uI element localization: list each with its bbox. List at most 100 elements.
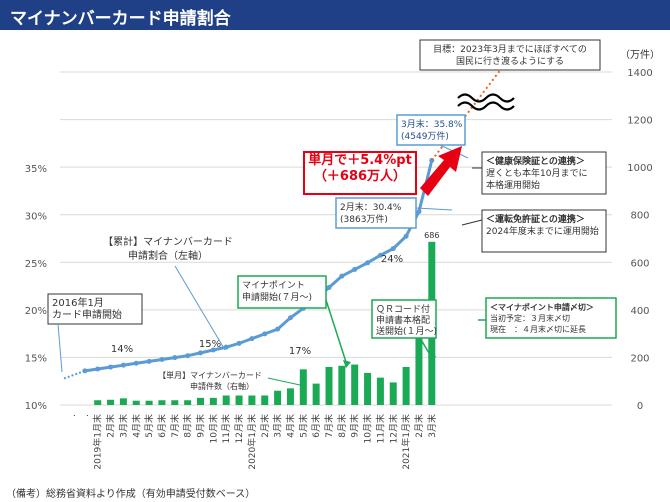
right-axis: 0 200 400 600 800 1000 1200 1400 xyxy=(627,68,652,412)
x-axis: .. 2019年1月末 2月末 3月末 4月末 5月末 6月末 7月末 8月末 9月末 10月末 11… xyxy=(68,414,438,470)
x-tick-label: 6月末 xyxy=(156,414,168,438)
annotation-text: 3月末：35.8% xyxy=(401,118,463,130)
x-tick-label: . xyxy=(68,414,78,417)
pct-label: 24% xyxy=(381,254,403,265)
x-tick-label: 2月末 xyxy=(105,414,117,438)
x-tick-label: 2020年1月末 xyxy=(246,414,258,470)
bar xyxy=(338,365,346,405)
x-tick-label: 5月末 xyxy=(143,414,155,438)
bar xyxy=(158,400,166,405)
line-point xyxy=(120,362,126,368)
annotation-text: 単月で＋5.4%pt xyxy=(308,152,412,168)
annotation-border xyxy=(419,39,601,71)
line-point xyxy=(262,331,268,337)
right-tick-label: 1400 xyxy=(627,68,652,79)
annotation-border xyxy=(371,299,437,339)
annotation-text: 申請書本格配 xyxy=(376,314,430,326)
bar xyxy=(107,399,115,405)
left-tick-label: 35% xyxy=(25,164,47,175)
annotation-border xyxy=(237,275,327,309)
cumulative-label: 【累計】マイナンバーカード xyxy=(103,235,233,248)
left-tick-label: 20% xyxy=(25,306,47,317)
bar xyxy=(402,366,410,405)
x-tick-label: 10月末 xyxy=(362,414,374,443)
bar xyxy=(132,400,140,405)
annotation-text: 目標：2023年3月までにほぼすべての xyxy=(433,43,587,55)
license-annotation: ＜運転免許証との連携＞2024年度末までに運用開始 xyxy=(481,209,607,253)
annotation-text: （＋686万人） xyxy=(314,168,406,184)
x-tick-label: 2月末 xyxy=(413,414,425,438)
page-title: マイナンバーカード申請割合 xyxy=(10,9,231,29)
jump-annotation: 単月で＋5.4%pt（＋686万人） xyxy=(303,151,417,195)
connector xyxy=(461,219,483,226)
line-point xyxy=(339,273,345,279)
line-series xyxy=(63,51,515,380)
line-point xyxy=(198,350,203,356)
line-point xyxy=(326,284,332,290)
bar xyxy=(389,382,397,405)
line-point xyxy=(133,360,139,366)
annotation-text: カード申請開始 xyxy=(52,308,122,321)
line-point xyxy=(210,347,216,353)
bar xyxy=(145,400,153,405)
x-tick-label: 12月末 xyxy=(233,414,245,443)
annotation-text: 送開始(１月～) xyxy=(376,325,437,337)
pct-label: 14% xyxy=(111,344,133,355)
right-axis-unit: （万件） xyxy=(620,49,660,61)
right-tick-label: 1200 xyxy=(627,116,652,127)
line-point xyxy=(172,355,178,361)
annotation-text: ＱＲコード付 xyxy=(376,304,430,315)
x-tick-label: 4月末 xyxy=(130,414,142,438)
left-axis: 10% 15% 20% 25% 30% 35% xyxy=(25,164,47,412)
right-tick-label: 800 xyxy=(630,211,649,222)
line-point xyxy=(287,315,293,321)
x-tick-label: 2021年1月末 xyxy=(400,414,412,470)
bar xyxy=(197,397,204,405)
annotation-text: 国民に行き渡るようにする xyxy=(456,55,564,67)
pct-label: 15% xyxy=(199,339,221,350)
x-tick-label: 9月末 xyxy=(195,414,207,438)
line-point xyxy=(416,209,422,215)
header-bar: マイナンバーカード申請割合 xyxy=(0,0,670,30)
x-tick-label: 2019年1月末 xyxy=(92,414,104,470)
x-tick-label: 7月末 xyxy=(323,414,335,438)
annotation-text: ＜健康保険証との連携＞ xyxy=(486,155,585,167)
x-tick-label: 8月末 xyxy=(182,414,194,438)
bar xyxy=(364,372,372,405)
x-tick-label: 5月末 xyxy=(297,414,309,438)
wave-break-icon xyxy=(457,93,515,111)
bar xyxy=(248,395,256,405)
bar xyxy=(274,390,282,405)
annotation-text: (3863万件) xyxy=(340,213,388,225)
line-point xyxy=(108,364,114,370)
bar xyxy=(222,395,230,405)
line-point xyxy=(82,368,88,374)
connector xyxy=(57,323,63,373)
annotation-text: 2月末：30.4% xyxy=(340,201,402,213)
annotation-text: 本格運用開始 xyxy=(486,179,540,191)
bar xyxy=(261,395,269,405)
right-tick-label: 200 xyxy=(630,353,649,364)
line-point xyxy=(223,344,229,350)
line-dotted-start xyxy=(63,369,86,380)
x-tick-label: 11月末 xyxy=(374,414,386,443)
arrow-head xyxy=(428,356,436,363)
monthly-label: 申請件数（右軸） xyxy=(190,381,254,391)
bar xyxy=(235,395,243,405)
annotation-text: 遅くとも本年10月までに xyxy=(486,167,587,179)
line-path xyxy=(84,160,434,373)
annotation-text: 当初予定：３月末〆切 xyxy=(490,313,570,323)
line-point xyxy=(146,358,152,364)
annotation-text: 2024年度末までに運用開始 xyxy=(486,225,599,237)
annotation-text: 申請開始(７月～) xyxy=(242,291,312,303)
annotation-border xyxy=(303,151,417,195)
line-point xyxy=(236,340,242,346)
annotation-text: (4549万件) xyxy=(401,130,449,142)
annotation-text: ＜マイナポイント申請〆切＞ xyxy=(490,302,594,312)
connector xyxy=(415,207,453,211)
